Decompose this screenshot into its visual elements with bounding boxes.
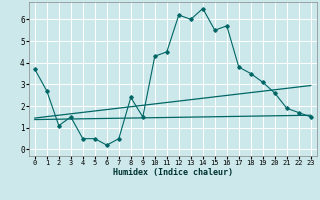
X-axis label: Humidex (Indice chaleur): Humidex (Indice chaleur): [113, 168, 233, 177]
